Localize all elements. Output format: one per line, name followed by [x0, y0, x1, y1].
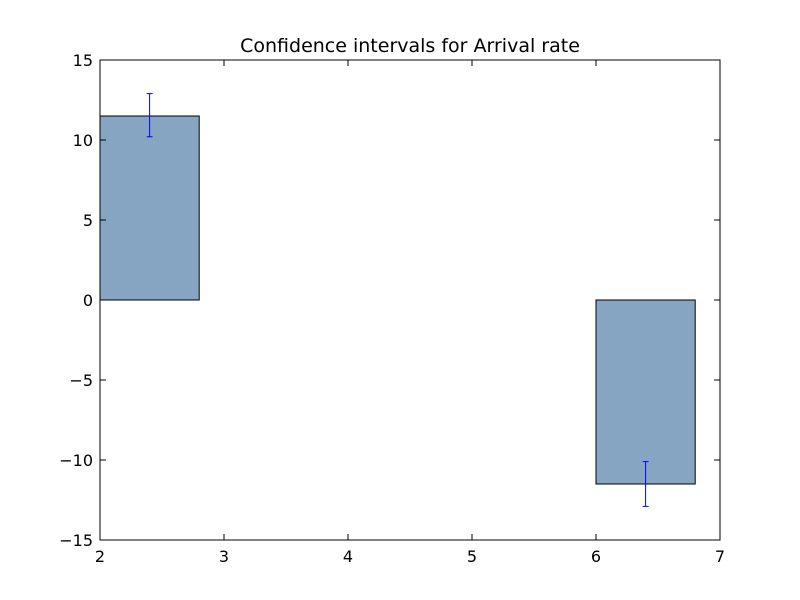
- x-tick-label: 4: [343, 547, 353, 566]
- y-tick-label: 15: [73, 51, 93, 70]
- y-tick-label: −15: [59, 531, 93, 550]
- y-tick-label: 5: [83, 211, 93, 230]
- x-tick-label: 5: [467, 547, 477, 566]
- bar-2: [595, 299, 696, 485]
- chart-title: Confidence intervals for Arrival rate: [240, 35, 580, 57]
- y-tick-label: 10: [73, 131, 93, 150]
- y-tick-label: −5: [69, 371, 93, 390]
- plot-area: 2 3 4 5 6 7 −15 −10 −5 0 5 10 15: [59, 51, 725, 566]
- x-tick-label: 2: [95, 547, 105, 566]
- bar-1: [99, 115, 200, 301]
- y-tick-label: −10: [59, 451, 93, 470]
- x-tick-label: 7: [715, 547, 725, 566]
- x-tick-label: 3: [219, 547, 229, 566]
- x-tick-label: 6: [591, 547, 601, 566]
- y-tick-label: 0: [83, 291, 93, 310]
